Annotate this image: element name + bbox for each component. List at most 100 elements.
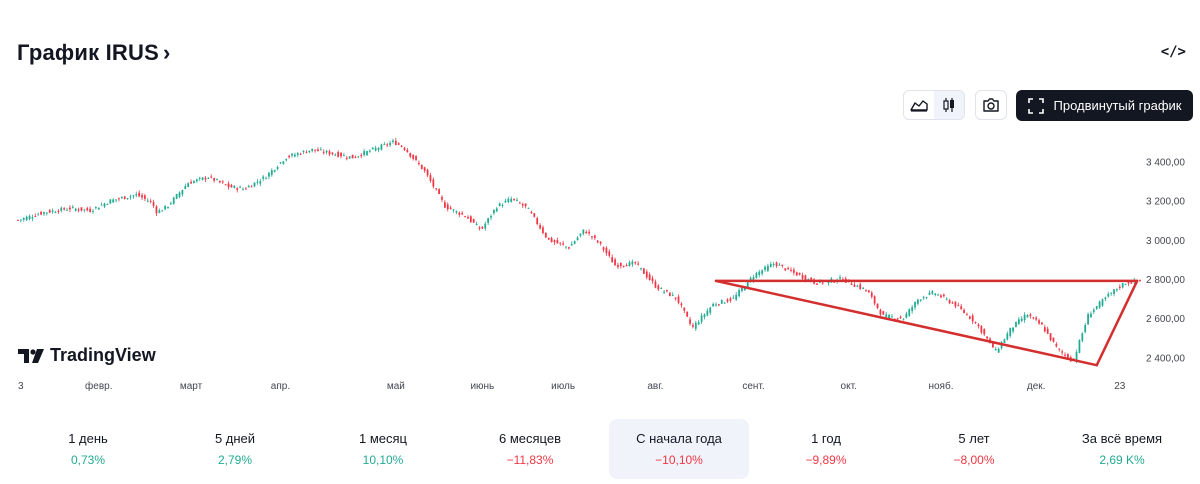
x-tick-label: дек. [1027,381,1046,392]
candle [726,298,729,303]
candle-body [706,310,709,316]
candle-body [270,170,273,175]
candle [983,328,986,337]
candle [547,237,550,241]
candle [415,155,417,162]
candle-body [1066,353,1069,359]
candle [247,184,250,188]
advanced-chart-button[interactable]: Продвинутый график [1016,90,1193,121]
candle [885,311,888,319]
candle [865,289,867,293]
candle [22,217,25,222]
screenshot-button[interactable] [975,90,1007,120]
period-5-years[interactable]: 5 лет −8,00% [904,419,1044,479]
candle-body [931,291,934,294]
x-tick-label: окт. [841,381,857,392]
area-chart-button[interactable] [904,91,934,119]
candle-body [400,145,403,147]
candle [438,188,441,195]
candle-body [729,298,732,301]
candle-body [723,302,726,304]
candle-body [340,152,342,157]
chart-title[interactable]: График IRUS › [17,40,171,66]
candle [478,225,481,231]
candle [709,307,712,316]
period-1-day[interactable]: 1 день 0,73% [18,419,158,479]
x-tick-label: март [180,381,203,392]
candle [1101,298,1104,307]
candle [337,150,340,158]
candle [937,293,939,296]
candle-body [746,280,749,288]
candle [501,203,504,208]
period-5-days[interactable]: 5 дней 2,79% [165,419,305,479]
candle [1118,284,1121,291]
candle-body [169,203,172,205]
candle [922,295,925,300]
candle-body [455,211,458,213]
candle [542,225,544,235]
candle [371,147,374,150]
candle [426,168,429,178]
candle-body [1012,327,1014,332]
period-value: 10,10% [362,453,404,467]
candle-body [821,282,824,284]
candle [184,183,187,190]
price-chart[interactable]: 3 400,00 3 200,00 3 000,00 2 800,00 2 600,00… [0,130,1200,398]
candle-body [798,272,801,275]
candle [1110,292,1113,296]
candle-body [611,257,614,263]
candle [1015,321,1017,328]
candle-body [86,208,89,211]
candle [1041,321,1043,325]
candle [761,269,764,276]
candle [172,196,175,205]
candle [694,320,697,331]
candle-body [40,211,42,215]
candle-body [354,157,357,159]
candle [738,288,740,298]
candle-body [69,207,71,210]
candle [80,207,83,212]
candle [69,205,71,213]
candle [611,254,614,263]
candle-body [709,307,712,313]
embed-code-button[interactable]: </> [1160,44,1186,60]
period-all-time[interactable]: За всё время 2,69 K% [1052,419,1192,479]
candle [513,198,515,202]
candle [683,307,686,314]
candle-body [1003,339,1006,343]
x-tick-label: 23 [1114,381,1126,392]
candle-body [247,185,250,188]
candle [1017,317,1020,325]
candle [905,311,908,319]
candle [493,209,495,216]
candle-body [446,204,449,210]
candle-body [559,242,562,244]
candle [758,269,761,278]
candle [1038,318,1040,325]
candle-body [438,189,441,194]
candle-body [1049,333,1052,341]
candle-body [92,211,94,213]
period-1-month[interactable]: 1 месяц 10,10% [313,419,453,479]
candle [198,176,201,182]
candle-body [619,262,622,267]
period-1-year[interactable]: 1 год −9,89% [756,419,896,479]
candle-body [475,223,478,226]
candle [631,259,634,267]
candle [158,208,161,214]
candle-body [804,275,807,281]
candle [100,202,103,206]
candle [45,212,48,216]
candle [71,204,74,209]
candlestick-chart-button[interactable] [934,91,964,119]
candle-body [311,148,314,152]
period-6-months[interactable]: 6 месяцев −11,83% [460,419,600,479]
period-ytd[interactable]: С начала года −10,10% [609,419,749,479]
candle-body [106,203,109,205]
candle-body [807,279,810,281]
candle-body [816,283,818,285]
candle-body [599,241,602,244]
candle [138,190,141,198]
